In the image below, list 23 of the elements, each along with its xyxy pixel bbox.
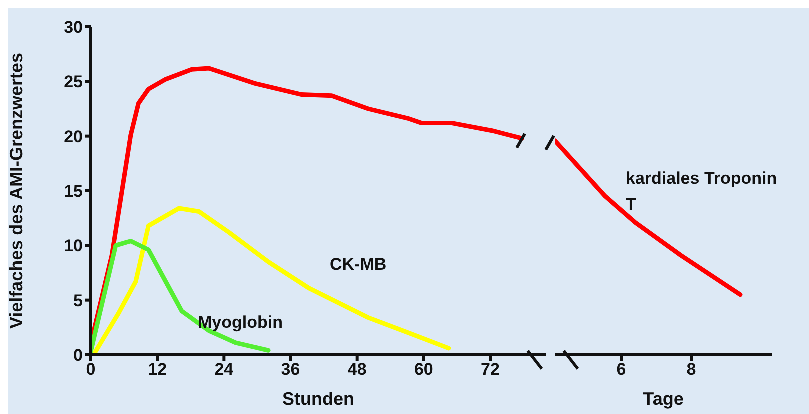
x-tick-label: 48	[348, 360, 367, 380]
x-tick-label: 12	[148, 360, 168, 380]
y-tick-label: 15	[64, 182, 83, 202]
y-axis-title: Vielfaches des AMI-Grenzwertes	[6, 52, 26, 330]
y-tick-label: 5	[74, 291, 83, 310]
y-tick-label: 30	[64, 18, 83, 38]
y-tick-label: 25	[64, 72, 83, 92]
x-tick-label: 72	[481, 360, 500, 380]
x-tick-label: 36	[281, 360, 300, 380]
y-tick-label: 20	[64, 127, 83, 146]
x-tick-label: 0	[86, 360, 96, 380]
y-tick-label: 0	[74, 346, 83, 366]
x-tick-label: 8	[686, 360, 696, 380]
x-axis-title: Tage	[643, 389, 684, 409]
series-label: CK-MB	[330, 255, 387, 274]
x-tick-label: 6	[616, 360, 626, 380]
y-tick-label: 10	[64, 236, 83, 256]
x-tick-label: 60	[414, 360, 434, 380]
line-series	[92, 206, 452, 355]
x-tick-label: 24	[214, 360, 234, 380]
series-label: kardiales Troponin T	[626, 169, 778, 214]
x-axis-title: Stunden	[282, 389, 354, 409]
series-label: Myoglobin	[198, 313, 283, 332]
